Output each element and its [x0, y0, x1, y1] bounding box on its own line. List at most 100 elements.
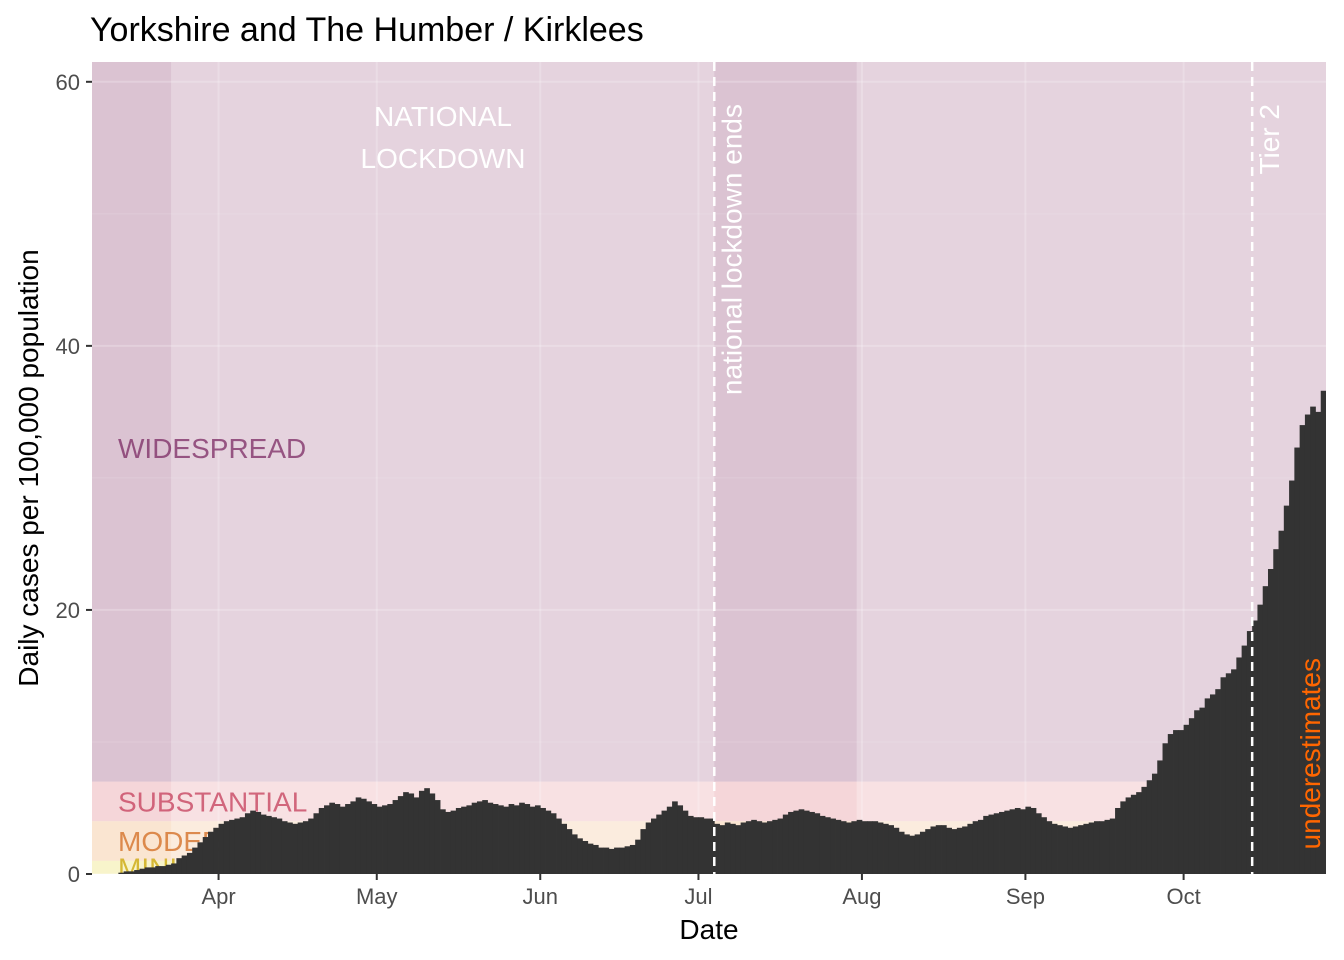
bar [165, 864, 172, 874]
bar [925, 829, 931, 874]
bar [1220, 677, 1227, 874]
bar [455, 807, 462, 874]
bar [745, 821, 752, 874]
bar [856, 819, 863, 874]
bar [1215, 689, 1221, 874]
bar [186, 852, 193, 874]
bar [1236, 657, 1243, 874]
bar [999, 811, 1005, 874]
bar [592, 844, 599, 874]
bar [334, 804, 341, 874]
bar [904, 834, 910, 874]
bar [150, 867, 156, 874]
bar [440, 809, 446, 874]
bar [508, 804, 515, 874]
bar [461, 806, 467, 874]
bar [487, 802, 494, 874]
bar [809, 811, 815, 874]
bar [740, 822, 747, 874]
bar [297, 822, 304, 874]
bar [218, 823, 225, 874]
bar [1046, 821, 1053, 874]
bar [1209, 694, 1216, 874]
x-tick-label: Sep [1006, 884, 1045, 909]
bar [1083, 823, 1090, 874]
bar [1194, 710, 1200, 874]
bar [624, 846, 631, 874]
bar [582, 840, 589, 874]
bar [830, 818, 836, 874]
bar [1041, 817, 1047, 874]
bar [313, 813, 320, 874]
bar [941, 825, 947, 874]
bar [287, 822, 293, 874]
bar [208, 831, 214, 874]
bar [1035, 813, 1042, 874]
bar [1183, 724, 1190, 874]
y-tick-label: 60 [56, 70, 80, 95]
bar [1231, 669, 1237, 874]
bar [434, 800, 441, 874]
bar [640, 829, 647, 874]
bar [1225, 673, 1232, 874]
bar [867, 821, 873, 874]
bar [1072, 826, 1079, 874]
bar [566, 829, 573, 874]
lockdown-period-1 [171, 62, 715, 874]
bar [666, 806, 673, 874]
bar [1167, 734, 1174, 874]
bar [598, 847, 604, 874]
bar [898, 831, 905, 874]
bar [767, 821, 773, 874]
bar [571, 834, 578, 874]
bar [672, 801, 678, 874]
bar [155, 866, 161, 874]
bar [919, 831, 926, 874]
bar [977, 819, 984, 874]
bar [276, 818, 283, 874]
bar [751, 819, 757, 874]
bar [471, 802, 478, 874]
bar [418, 790, 425, 874]
bar [730, 823, 736, 874]
bar [160, 866, 167, 874]
bar [197, 842, 204, 874]
bar [872, 821, 879, 874]
bar [608, 848, 615, 874]
bar [877, 822, 884, 874]
bar [561, 823, 568, 874]
bar [413, 797, 420, 874]
bar [972, 821, 979, 874]
bar [202, 837, 209, 874]
bar [1289, 480, 1295, 874]
bar [192, 847, 198, 874]
bar [1109, 818, 1116, 874]
x-tick-label: May [356, 884, 398, 909]
bar [466, 805, 473, 874]
x-tick-label: Jul [684, 884, 712, 909]
bar [266, 815, 272, 874]
bar [118, 872, 125, 874]
bar [181, 855, 188, 874]
bar [1283, 505, 1290, 874]
bar [956, 827, 963, 874]
event-label: Tier 2 [1254, 104, 1285, 175]
bar [355, 797, 362, 874]
bar [324, 805, 330, 874]
bar [1315, 411, 1322, 874]
bar [1337, 376, 1343, 874]
bar [656, 814, 662, 874]
bar [1299, 425, 1306, 874]
x-tick-label: Apr [201, 884, 235, 909]
bar [619, 847, 626, 874]
bar [445, 811, 451, 874]
bar [450, 810, 457, 874]
bar [360, 798, 367, 874]
bar [1310, 406, 1316, 874]
x-axis-title: Date [679, 914, 738, 945]
bar [376, 806, 383, 874]
bar [139, 868, 146, 874]
bar [1157, 760, 1163, 874]
underestimates-label: underestimates [1295, 658, 1326, 849]
